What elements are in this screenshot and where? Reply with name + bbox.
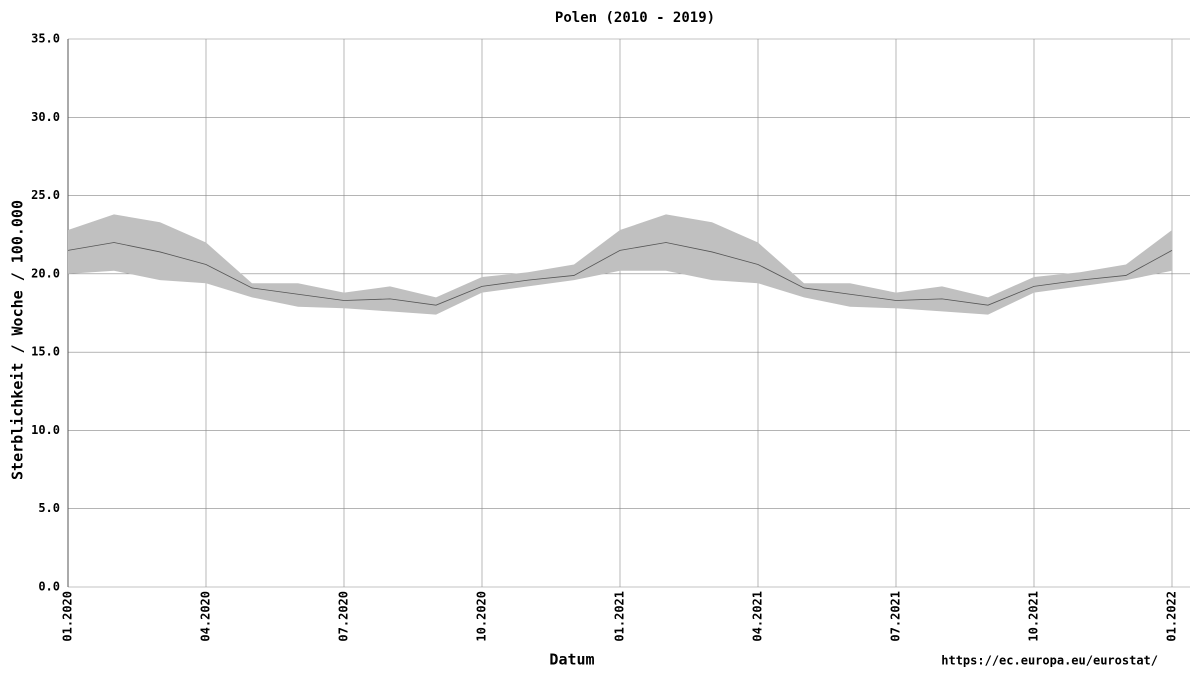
range-band — [68, 214, 1172, 315]
y-tick-label: 35.0 — [31, 32, 60, 46]
mean-line — [67, 242, 1173, 306]
x-tick-label: 10.2021 — [1027, 591, 1041, 642]
y-tick-label: 25.0 — [31, 188, 60, 202]
y-tick-label: 10.0 — [31, 423, 60, 437]
chart-title: Polen (2010 - 2019) — [555, 10, 715, 26]
x-tick-label: 10.2020 — [475, 591, 489, 642]
y-tick-label: 20.0 — [31, 266, 60, 280]
x-tick-label: 07.2021 — [889, 591, 903, 642]
y-tick-label: 0.0 — [38, 580, 60, 594]
x-tick-label: 01.2020 — [61, 591, 75, 642]
x-tick-label: 04.2021 — [751, 591, 765, 642]
x-tick-label: 04.2020 — [199, 591, 213, 642]
y-tick-label: 15.0 — [31, 345, 60, 359]
x-tick-label: 01.2021 — [613, 591, 627, 642]
y-tick-label: 5.0 — [38, 501, 60, 515]
y-axis-label: Sterblichkeit / Woche / 100.000 — [9, 200, 27, 480]
x-axis-label: Datum — [549, 651, 594, 669]
x-tick-label: 07.2020 — [337, 591, 351, 642]
source-note: https://ec.europa.eu/eurostat/ — [941, 654, 1158, 668]
x-tick-label: 01.2022 — [1165, 591, 1179, 642]
y-tick-label: 30.0 — [31, 110, 60, 124]
